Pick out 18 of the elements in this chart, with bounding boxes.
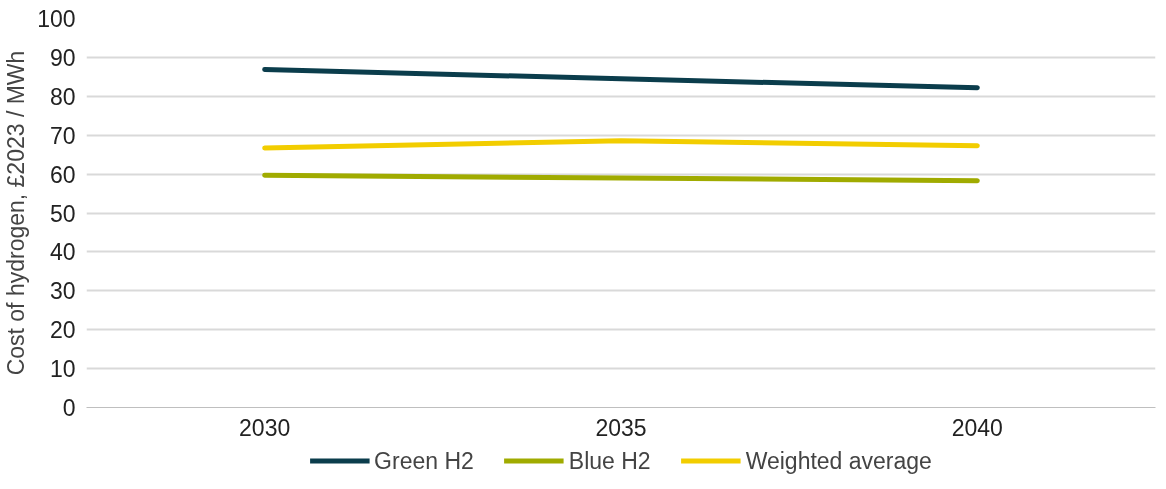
y-tick-label: 10 — [49, 356, 76, 383]
legend-label: Green H2 — [374, 447, 474, 474]
y-tick-label: 20 — [49, 317, 76, 344]
y-tick-label: 40 — [49, 239, 76, 266]
y-tick-label: 70 — [49, 122, 76, 149]
y-tick-label: 30 — [49, 278, 76, 305]
y-tick-label: 50 — [49, 200, 76, 227]
x-tick-label: 2035 — [595, 414, 647, 441]
y-tick-label: 0 — [62, 395, 76, 421]
y-tick-label: 90 — [49, 44, 76, 71]
x-tick-label: 2040 — [951, 414, 1003, 441]
y-tick-label: 80 — [49, 83, 76, 110]
legend-label: Blue H2 — [568, 447, 651, 474]
y-tick-label: 60 — [49, 161, 76, 188]
legend-label: Weighted average — [745, 447, 932, 474]
x-tick-label: 2030 — [239, 414, 291, 441]
y-tick-label: 100 — [37, 6, 76, 32]
y-axis-title: Cost of hydrogen, £2023 / MWh — [3, 50, 30, 376]
